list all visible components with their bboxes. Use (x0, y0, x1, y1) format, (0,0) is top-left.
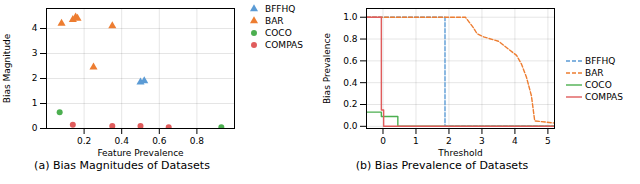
svg-text:5: 5 (545, 136, 551, 146)
svg-text:0: 0 (32, 123, 38, 133)
svg-text:4: 4 (512, 136, 518, 146)
svg-text:0: 0 (380, 136, 386, 146)
svg-text:4: 4 (32, 23, 38, 33)
html-text:COMPAS: COMPAS (265, 40, 303, 50)
html-text:COCO: COCO (585, 80, 612, 90)
svg-text:0.8: 0.8 (190, 136, 205, 146)
html-text:BAR: BAR (585, 68, 604, 78)
html-text:COMPAS: COMPAS (585, 92, 623, 102)
svg-text:Bias Magnitude: Bias Magnitude (2, 33, 12, 103)
html-text:COCO: COCO (265, 28, 292, 38)
svg-text:2: 2 (32, 73, 38, 83)
svg-text:0.8: 0.8 (343, 34, 358, 44)
svg-text:0.2: 0.2 (343, 99, 357, 109)
svg-text:1: 1 (413, 136, 419, 146)
html-text:BFFHQ: BFFHQ (265, 4, 296, 14)
html-text:(b) Bias Prevalence of Dataset: (b) Bias Prevalence of Datasets (355, 159, 529, 172)
html-text:BFFHQ: BFFHQ (585, 56, 616, 66)
svg-text:1: 1 (32, 98, 38, 108)
html-text:BAR: BAR (265, 16, 284, 26)
svg-text:2: 2 (446, 136, 452, 146)
html-text:(a) Bias Magnitudes of Dataset: (a) Bias Magnitudes of Datasets (34, 159, 210, 172)
svg-text:0.6: 0.6 (152, 136, 167, 146)
svg-text:0.2: 0.2 (77, 136, 91, 146)
svg-text:0.6: 0.6 (343, 56, 358, 66)
svg-text:0.4: 0.4 (343, 78, 358, 88)
svg-text:Bias Prevalence: Bias Prevalence (322, 32, 332, 104)
svg-text:1.0: 1.0 (343, 12, 358, 22)
svg-text:Threshold: Threshold (437, 148, 482, 158)
svg-text:Feature Prevalence: Feature Prevalence (97, 148, 184, 158)
svg-text:3: 3 (479, 136, 485, 146)
svg-text:0.4: 0.4 (115, 136, 130, 146)
svg-text:3: 3 (32, 48, 38, 58)
svg-text:0.0: 0.0 (343, 121, 358, 131)
